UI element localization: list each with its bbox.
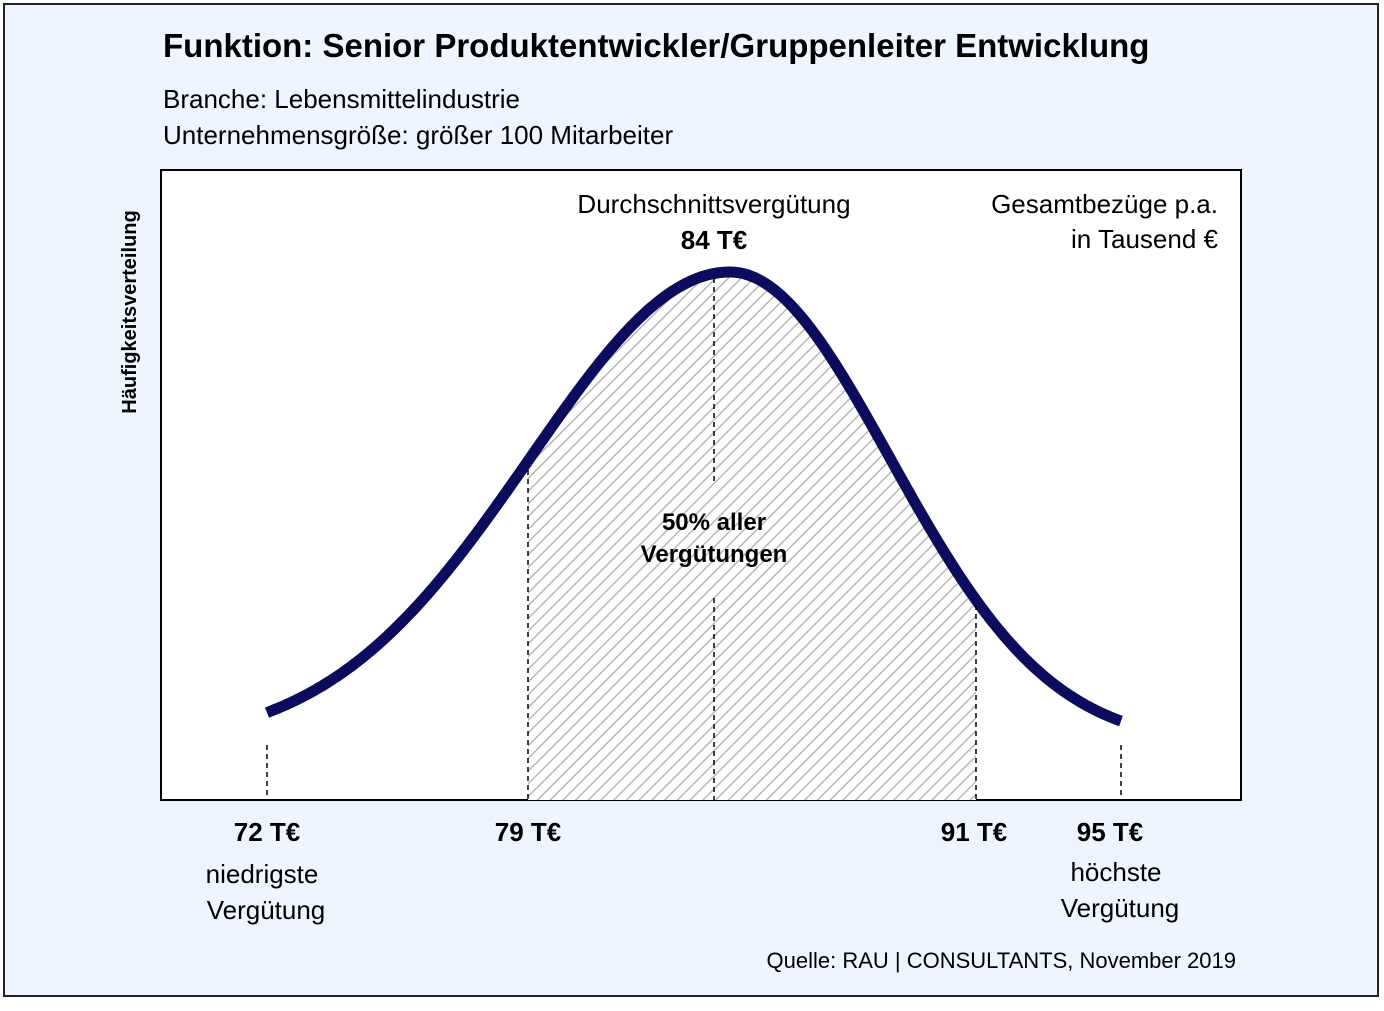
curve-group bbox=[264, 266, 1123, 800]
source: Quelle: RAU | CONSULTANTS, November 2019 bbox=[767, 948, 1237, 973]
subtitle: Branche: Lebensmittelindustrie bbox=[163, 84, 520, 114]
hatched-area bbox=[528, 272, 976, 800]
marker-caption: Vergütung bbox=[1061, 893, 1180, 923]
marker-caption: Vergütung bbox=[207, 895, 326, 925]
average-label: Durchschnittsvergütung bbox=[577, 189, 850, 219]
y-axis-label: Häufigkeitsverteilung bbox=[119, 210, 141, 413]
marker-caption: höchste bbox=[1070, 857, 1161, 887]
unit-note: in Tausend € bbox=[1071, 224, 1219, 254]
subtitle: Unternehmensgröße: größer 100 Mitarbeite… bbox=[163, 120, 673, 150]
marker-caption: niedrigste bbox=[206, 859, 319, 889]
marker-label: 79 T€ bbox=[495, 817, 562, 847]
average-value: 84 T€ bbox=[681, 225, 748, 255]
center-note: Vergütungen bbox=[641, 541, 788, 568]
center-note: 50% aller bbox=[662, 509, 766, 536]
marker-label: 95 T€ bbox=[1077, 817, 1144, 847]
marker-label: 72 T€ bbox=[234, 817, 301, 847]
marker-label: 91 T€ bbox=[941, 817, 1008, 847]
distribution-curve bbox=[264, 266, 1123, 727]
unit-note: Gesamtbezüge p.a. bbox=[991, 189, 1218, 219]
title: Funktion: Senior Produktentwickler/Grupp… bbox=[163, 27, 1149, 64]
